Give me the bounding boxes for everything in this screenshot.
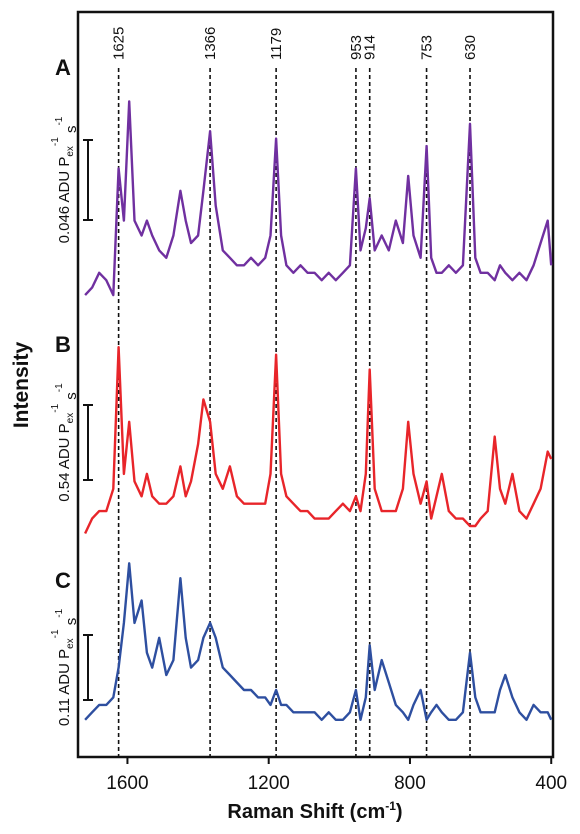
scale-label-part: s [63,126,80,138]
scale-label: 0.046 ADU Pex -1 s-1 [50,116,80,243]
peak-label: 753 [419,35,436,60]
peak-label: 953 [348,35,365,60]
panel-label: C [55,568,71,593]
scale-label-part: -1 [50,137,61,146]
y-axis-label: Intensity [10,342,33,429]
scale-label-part: -1 [54,608,65,617]
scale-label-part: s [63,392,80,404]
panel-label: A [55,55,71,80]
peak-label: 1179 [268,28,285,60]
scale-label-part: -1 [50,629,61,638]
scale-label-part: -1 [54,383,65,392]
x-label-text: Raman Shift (cm [227,801,385,823]
panel-label: B [55,332,71,357]
scale-label: 0.54 ADU Pex -1 s-1 [50,383,80,502]
peak-label: 1366 [202,27,219,60]
scale-label-part: 0.54 ADU P [56,423,73,501]
scale-label-part: 0.11 ADU P [56,649,73,726]
scale-label-part: -1 [50,403,61,412]
scale-label-part: s [63,618,80,630]
x-tick-label: 400 [535,773,567,794]
scale-label-part: ex [65,638,76,649]
spectrum [84,562,553,721]
scale-label-part: ex [65,413,76,424]
scale-label: 0.11 ADU Pex -1 s-1 [50,608,80,726]
scale-label-part: ex [65,146,76,157]
scale-label-part: -1 [54,116,65,125]
x-tick-label: 1200 [248,773,290,794]
peak-label: 914 [362,35,379,60]
spectrum [84,346,553,535]
x-tick-label: 1600 [106,773,148,794]
spectrum [84,100,553,297]
plot-frame [76,10,555,759]
x-label-sup: -1 [385,799,396,813]
scale-label-part: 0.046 ADU P [56,157,73,244]
peak-label: 630 [462,35,479,60]
peak-label: 1625 [111,27,128,60]
x-tick-label: 800 [394,773,426,794]
x-label-text: ) [396,801,403,823]
x-axis-label: Raman Shift (cm-1) [227,799,402,823]
